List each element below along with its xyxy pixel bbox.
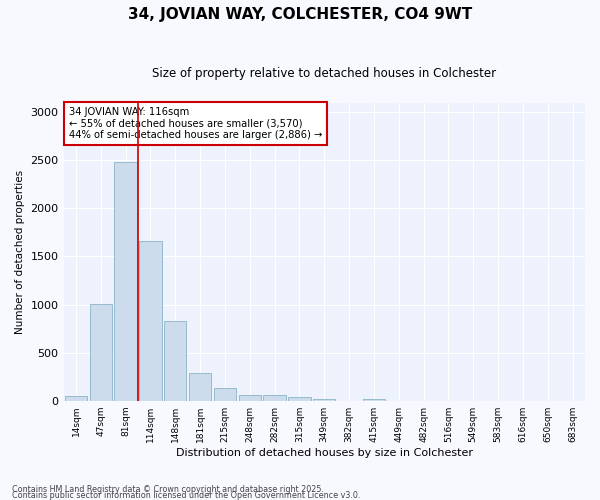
Bar — [89, 304, 112, 400]
Bar — [263, 396, 286, 400]
X-axis label: Distribution of detached houses by size in Colchester: Distribution of detached houses by size … — [176, 448, 473, 458]
Bar — [139, 241, 161, 400]
Text: Contains HM Land Registry data © Crown copyright and database right 2025.: Contains HM Land Registry data © Crown c… — [12, 484, 324, 494]
Bar — [115, 162, 137, 400]
Title: Size of property relative to detached houses in Colchester: Size of property relative to detached ho… — [152, 68, 496, 80]
Bar — [313, 399, 335, 400]
Bar — [288, 397, 311, 400]
Bar — [65, 396, 87, 400]
Text: 34 JOVIAN WAY: 116sqm
← 55% of detached houses are smaller (3,570)
44% of semi-d: 34 JOVIAN WAY: 116sqm ← 55% of detached … — [69, 107, 322, 140]
Bar — [164, 321, 187, 400]
Bar — [214, 388, 236, 400]
Bar — [239, 395, 261, 400]
Text: Contains public sector information licensed under the Open Government Licence v3: Contains public sector information licen… — [12, 490, 361, 500]
Text: 34, JOVIAN WAY, COLCHESTER, CO4 9WT: 34, JOVIAN WAY, COLCHESTER, CO4 9WT — [128, 8, 472, 22]
Y-axis label: Number of detached properties: Number of detached properties — [15, 170, 25, 334]
Bar — [189, 374, 211, 400]
